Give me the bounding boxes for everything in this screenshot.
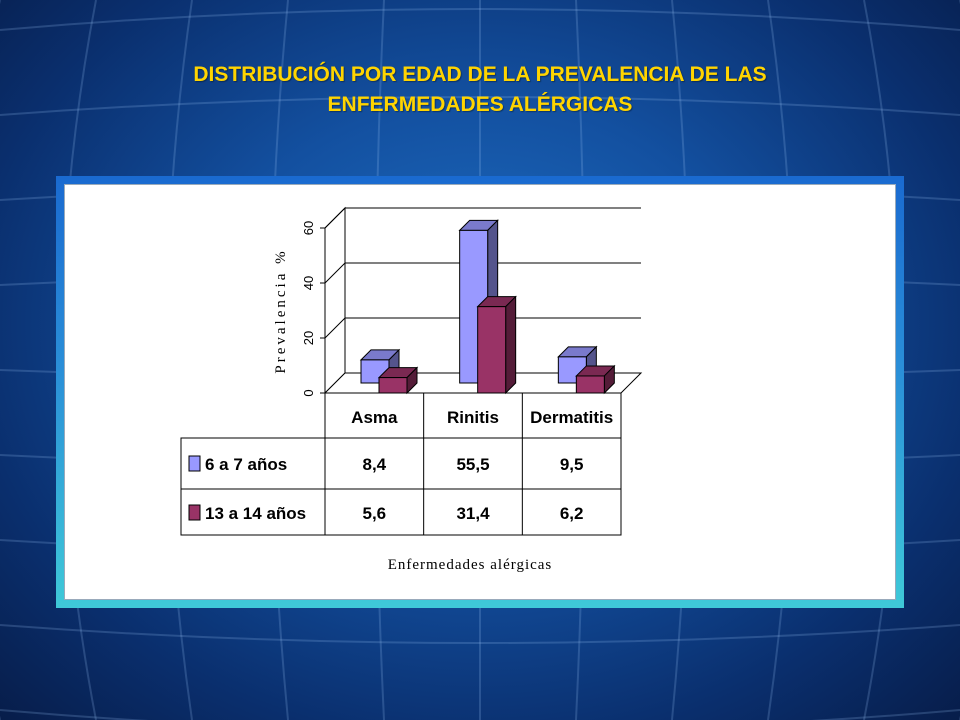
bg-latitude-line xyxy=(0,8,960,31)
y-gridline xyxy=(324,207,641,229)
bar-dermatitis-series-2 xyxy=(575,375,605,394)
table-body-border xyxy=(180,437,622,536)
chart-panel: 0 20 40 60 Prevalencia % Asma Rinitis Dermatiti… xyxy=(64,184,896,600)
x-axis-label: Enfermedades alérgicas xyxy=(388,557,553,573)
slide-title-line-2: ENFERMEDADES ALÉRGICAS xyxy=(327,93,633,116)
data-label: 6,2 xyxy=(560,504,584,523)
bg-latitude-line xyxy=(0,96,960,116)
category-label: Dermatitis xyxy=(530,408,613,427)
slide-title: DISTRIBUCIÓN POR EDAD DE LA PREVALENCIA … xyxy=(80,60,880,120)
category-label: Rinitis xyxy=(447,408,499,427)
data-label: 9,5 xyxy=(560,455,584,474)
data-label: 31,4 xyxy=(456,504,490,523)
category-label: Asma xyxy=(351,408,398,427)
data-label: 55,5 xyxy=(456,455,489,474)
y-tick-label: 40 xyxy=(301,276,316,290)
y-gridline xyxy=(324,317,641,339)
bar-rinitis-series-2 xyxy=(477,306,507,394)
y-tick-label: 60 xyxy=(301,221,316,235)
legend-swatch xyxy=(188,455,201,472)
legend-entry: 13 a 14 años xyxy=(205,504,306,523)
bar-side xyxy=(505,295,517,395)
data-label: 8,4 xyxy=(363,455,387,474)
chart-side-wall xyxy=(324,206,346,395)
bg-latitude-line xyxy=(0,624,960,644)
slide-title-line-1: DISTRIBUCIÓN POR EDAD DE LA PREVALENCIA … xyxy=(193,63,767,86)
chart-frame: 0 20 40 60 Prevalencia % Asma Rinitis Dermatiti… xyxy=(56,176,904,608)
y-tick-label: 20 xyxy=(301,331,316,345)
bar-asma-series-2 xyxy=(378,377,408,394)
y-tick-label: 0 xyxy=(301,389,316,396)
bar-chart: 0 20 40 60 Prevalencia % Asma Rinitis Dermatiti… xyxy=(180,206,643,573)
y-axis-label: Prevalencia % xyxy=(273,248,289,373)
legend-entry: 6 a 7 años xyxy=(205,455,287,474)
legend-swatch xyxy=(188,504,201,521)
data-label: 5,6 xyxy=(363,504,387,523)
y-gridline xyxy=(324,262,641,284)
